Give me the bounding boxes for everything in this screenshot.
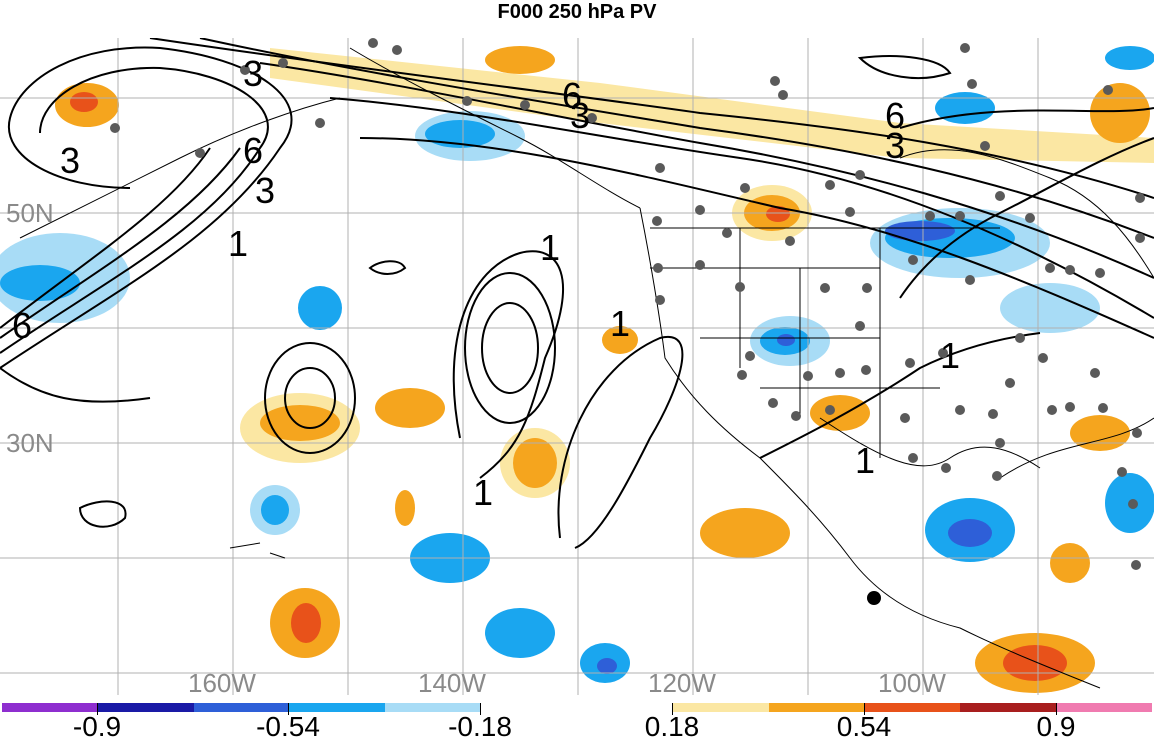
contour-labels: 3 6 3 3 6 3 1 6 1 1 1 1 1 6 3 1 1: [12, 53, 960, 513]
lat-label-30n: 30N: [6, 428, 54, 458]
contour-label: 1: [228, 223, 248, 264]
pv-contours: [0, 38, 1154, 549]
colorbar-tick-label: 0.9: [1036, 711, 1076, 742]
contour-label: 3: [255, 170, 275, 211]
colorbar-tickmark: [480, 703, 481, 715]
pv-map: 3 6 3 3 6 3 1 6 1 1 1 1 1 6 3 1 1: [0, 38, 1154, 695]
colorbar-swatch: [193, 703, 290, 712]
lon-label-120w: 120W: [648, 668, 716, 698]
contour-label: 1: [473, 472, 493, 513]
contour-label: 3: [885, 125, 905, 166]
contour-label: 3: [60, 140, 80, 181]
colorbar-tickmark: [864, 703, 865, 715]
colorbar-swatch: [768, 703, 865, 712]
lat-label-50n: 50N: [6, 198, 54, 228]
map-title: F000 250 hPa PV: [497, 1, 657, 23]
colorbar-tick-label: 0.54: [836, 711, 892, 742]
contour-label: 3: [243, 53, 263, 94]
lon-label-160w: 160W: [188, 668, 256, 698]
station-dots: [110, 38, 1145, 570]
colorbar-tickmark: [1056, 703, 1057, 715]
colorbar-tick-label: -0.9: [72, 711, 122, 742]
contour-label: 1: [610, 303, 630, 344]
colorbar-tickmark: [288, 703, 289, 715]
colorbar-swatch: [960, 703, 1057, 712]
contour-label: 6: [243, 130, 263, 171]
colorbar-tick-label: -0.18: [448, 711, 512, 742]
contour-label: 1: [940, 335, 960, 376]
colorbar-swatch: [2, 703, 98, 712]
colorbar-tick-label: -0.54: [256, 711, 320, 742]
colorbar-swatch: [864, 703, 961, 712]
marker-dot: [867, 591, 881, 605]
colorbar: [2, 703, 1152, 712]
colorbar-swatch: [672, 703, 769, 712]
coastlines: [19, 47, 1154, 689]
colorbar-swatch: [1056, 703, 1152, 712]
colorbar-tickmark: [97, 703, 98, 715]
contour-label: 6: [885, 95, 905, 136]
colorbar-swatch: [576, 703, 673, 712]
contour-label: 1: [855, 440, 875, 481]
colorbar-swatch: [97, 703, 194, 712]
lon-label-140w: 140W: [418, 668, 486, 698]
colorbar-swatch: [289, 703, 386, 712]
colorbar-tickmark: [672, 703, 673, 715]
contour-label: 3: [570, 95, 590, 136]
contour-label: 6: [12, 305, 32, 346]
contour-label: 6: [562, 75, 582, 116]
colorbar-swatch: [385, 703, 482, 712]
contour-label: 1: [540, 227, 560, 268]
lon-label-100w: 100W: [878, 668, 946, 698]
colorbar-swatch: [481, 703, 577, 712]
colorbar-tick-label: 0.18: [644, 711, 700, 742]
